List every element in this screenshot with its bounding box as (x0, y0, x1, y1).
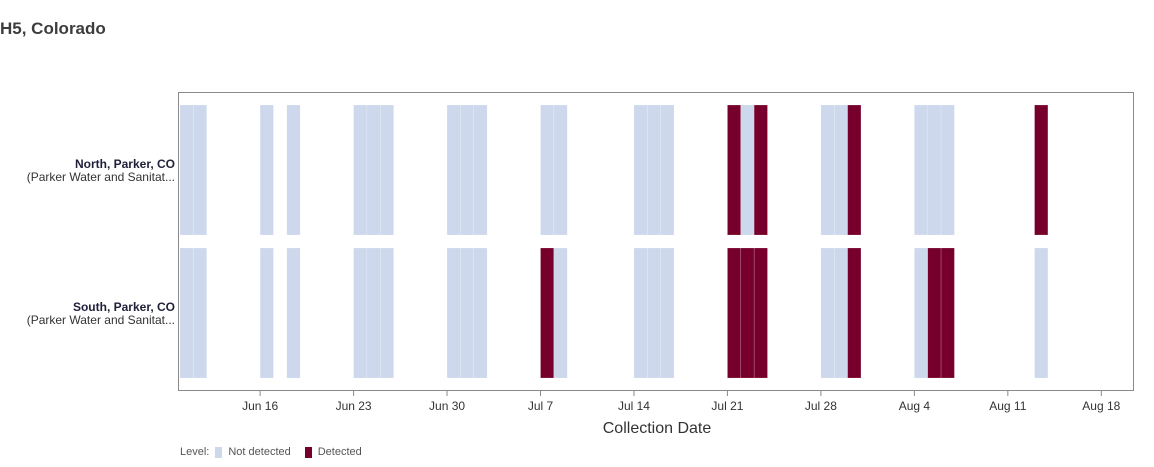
heatmap-cell[interactable] (940, 104, 955, 236)
heatmap-cell[interactable] (259, 247, 274, 379)
heatmap-rows (179, 104, 1049, 379)
legend-swatch-not-detected (215, 446, 223, 458)
heatmap-cell[interactable] (460, 104, 474, 236)
heatmap-cell[interactable] (727, 104, 742, 236)
heatmap-cell[interactable] (193, 247, 207, 379)
heatmap-cell[interactable] (753, 247, 768, 379)
heatmap-cell[interactable] (286, 247, 301, 379)
heatmap-cell[interactable] (446, 247, 461, 379)
x-tick-label: Jul 7 (528, 399, 554, 413)
x-axis-title: Collection Date (603, 420, 712, 437)
heatmap-cell[interactable] (647, 247, 661, 379)
x-tick-label: Jul 21 (711, 399, 743, 413)
heatmap-cell[interactable] (553, 247, 568, 379)
heatmap-cell[interactable] (847, 104, 862, 236)
heatmap-cell[interactable] (660, 104, 675, 236)
heatmap-cell[interactable] (553, 104, 568, 236)
heatmap-cell[interactable] (834, 104, 848, 236)
row-label-name: North, Parker, CO (75, 157, 175, 171)
heatmap-cell[interactable] (460, 247, 474, 379)
heatmap-cell[interactable] (847, 247, 862, 379)
heatmap-cell[interactable] (647, 104, 661, 236)
heatmap-cell[interactable] (473, 104, 488, 236)
heatmap-cell[interactable] (820, 247, 835, 379)
x-tick-label: Aug 4 (899, 399, 931, 413)
heatmap-chart: North, Parker, CO(Parker Water and Sanit… (27, 92, 1134, 437)
page-title: H5, Colorado (0, 19, 106, 38)
heatmap-cell[interactable] (740, 247, 755, 379)
legend-label-detected: Detected (317, 446, 362, 458)
heatmap-cell[interactable] (366, 247, 381, 379)
heatmap-cell[interactable] (820, 104, 835, 236)
heatmap-cell[interactable] (179, 104, 194, 236)
heatmap-cell[interactable] (914, 104, 928, 236)
row-label-subtitle: (Parker Water and Sanitat... (27, 313, 175, 327)
heatmap-cell[interactable] (380, 104, 394, 236)
heatmap-cell[interactable] (1034, 247, 1049, 379)
heatmap-cell[interactable] (927, 247, 942, 379)
legend: Level: Not detected Detected (180, 446, 370, 458)
legend-swatch-detected (304, 446, 312, 458)
x-tick-label: Jul 28 (805, 399, 837, 413)
x-tick-label: Jun 23 (336, 399, 372, 413)
row-label-subtitle: (Parker Water and Sanitat... (27, 170, 175, 184)
x-tick-label: Jun 16 (242, 399, 278, 413)
plot-frame (178, 92, 1134, 391)
heatmap-cell[interactable] (380, 247, 394, 379)
heatmap-cell[interactable] (540, 104, 555, 236)
legend-title: Level: (180, 446, 210, 458)
heatmap-cell[interactable] (740, 104, 755, 236)
legend-item-not-detected[interactable]: Not detected (215, 446, 291, 458)
heatmap-cell[interactable] (633, 247, 648, 379)
x-tick-label: Aug 11 (989, 399, 1026, 413)
heatmap-cell[interactable] (473, 247, 488, 379)
heatmap-cell[interactable] (446, 104, 461, 236)
legend-item-detected[interactable]: Detected (304, 446, 362, 458)
heatmap-cell[interactable] (633, 104, 648, 236)
row-labels: North, Parker, CO(Parker Water and Sanit… (27, 157, 175, 327)
heatmap-cell[interactable] (179, 247, 194, 379)
heatmap-cell[interactable] (193, 104, 207, 236)
x-axis: Jun 16 Jun 23 Jun 30 Jul 7 Jul 14 Jul 21 Jul 2… (242, 391, 1121, 413)
heatmap-cell[interactable] (259, 104, 274, 236)
heatmap-cell[interactable] (353, 104, 368, 236)
x-tick-label: Jun 30 (429, 399, 465, 413)
heatmap-cell[interactable] (753, 104, 768, 236)
heatmap-cell[interactable] (1034, 104, 1049, 236)
heatmap-cell[interactable] (727, 247, 742, 379)
heatmap-cell[interactable] (834, 247, 848, 379)
heatmap-cell[interactable] (286, 104, 301, 236)
heatmap-cell[interactable] (660, 247, 675, 379)
heatmap-cell[interactable] (914, 247, 928, 379)
heatmap-cell[interactable] (540, 247, 555, 379)
heatmap-cell[interactable] (940, 247, 955, 379)
x-tick-label: Jul 14 (618, 399, 650, 413)
heatmap-row (179, 104, 1049, 236)
legend-label-not-detected: Not detected (228, 446, 291, 458)
heatmap-cell[interactable] (353, 247, 368, 379)
x-tick-label: Aug 18 (1082, 399, 1120, 413)
heatmap-row (179, 247, 1049, 379)
heatmap-cell[interactable] (366, 104, 381, 236)
heatmap-cell[interactable] (927, 104, 942, 236)
row-label-name: South, Parker, CO (73, 300, 175, 314)
